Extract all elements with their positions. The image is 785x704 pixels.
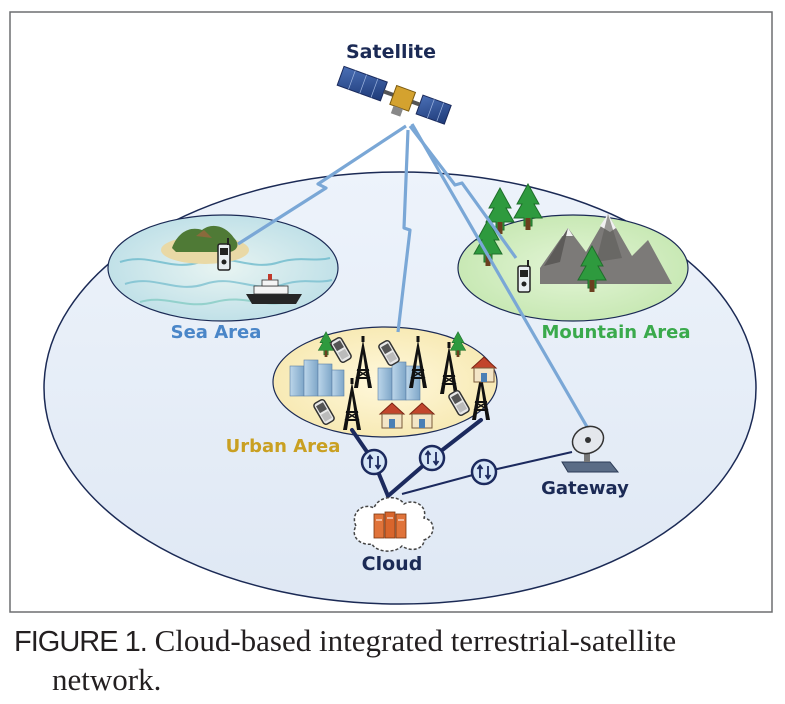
server-icon: [373, 511, 407, 539]
mountain-area-region: [457, 183, 689, 322]
sea-area-label: Sea Area: [171, 322, 262, 343]
dish-antenna-icon: [561, 425, 620, 473]
gateway-label: Gateway: [541, 478, 629, 499]
cloud-label: Cloud: [362, 553, 423, 575]
urban-area-label: Urban Area: [226, 436, 341, 457]
router-icon: [418, 444, 446, 472]
building-icon: [289, 359, 345, 397]
satellite-label: Satellite: [346, 41, 436, 63]
caption-text-line2: network.: [52, 662, 162, 697]
mountain-area-label: Mountain Area: [541, 322, 690, 343]
router-icon: [360, 448, 388, 476]
sea-area-region: [107, 214, 339, 322]
satellite-links: [237, 123, 592, 433]
caption-text-line1: Cloud-based integrated terrestrial-satel…: [154, 623, 677, 658]
figure-number: FIGURE 1.: [14, 626, 148, 658]
router-icon: [470, 458, 498, 486]
mountain-icon: [540, 214, 672, 284]
urban-area-region: [272, 326, 498, 438]
figure-caption: FIGURE 1. Cloud-based integrated terrest…: [14, 622, 784, 699]
ship-icon: [246, 274, 302, 304]
satellite-icon: [336, 65, 452, 125]
